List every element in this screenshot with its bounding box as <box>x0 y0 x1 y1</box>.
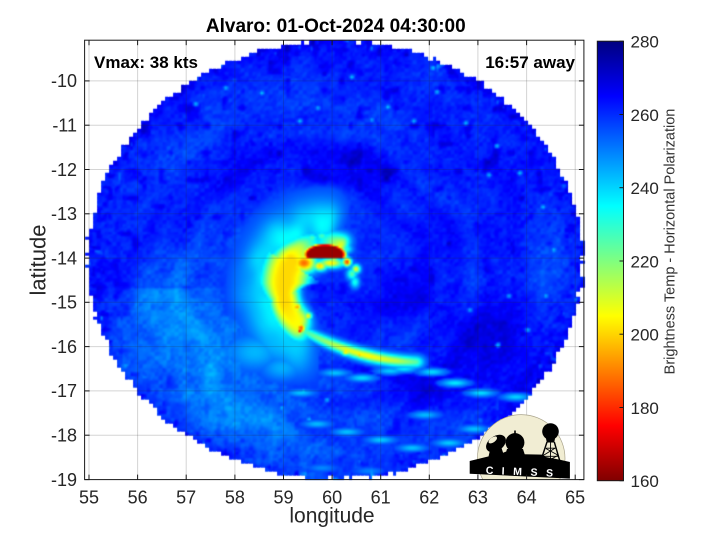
svg-text:-17: -17 <box>51 381 77 401</box>
svg-text:Vmax: 38 kts: Vmax: 38 kts <box>94 53 198 72</box>
svg-text:55: 55 <box>79 488 99 508</box>
svg-text:56: 56 <box>128 488 148 508</box>
svg-text:Brightness Temp - Horizontal P: Brightness Temp - Horizontal Polarizatio… <box>663 109 679 375</box>
svg-text:260: 260 <box>631 106 659 125</box>
svg-text:-14: -14 <box>51 248 77 268</box>
svg-text:S: S <box>530 467 538 479</box>
svg-text:61: 61 <box>371 488 391 508</box>
svg-text:C: C <box>486 465 495 477</box>
svg-text:-12: -12 <box>51 160 77 180</box>
svg-text:16:57 away: 16:57 away <box>485 53 575 72</box>
svg-text:-13: -13 <box>51 204 77 224</box>
svg-text:longitude: longitude <box>289 505 374 528</box>
svg-text:S: S <box>546 467 554 479</box>
svg-text:M: M <box>513 466 523 478</box>
svg-text:-15: -15 <box>51 293 77 313</box>
svg-text:65: 65 <box>565 488 585 508</box>
svg-text:-10: -10 <box>51 71 77 91</box>
svg-text:60: 60 <box>322 488 342 508</box>
svg-text:240: 240 <box>631 179 659 198</box>
svg-text:160: 160 <box>631 472 659 491</box>
svg-text:57: 57 <box>176 488 196 508</box>
svg-text:62: 62 <box>419 488 439 508</box>
svg-text:latitude: latitude <box>26 225 51 296</box>
svg-text:58: 58 <box>225 488 245 508</box>
svg-text:200: 200 <box>631 326 659 345</box>
svg-text:-19: -19 <box>51 470 77 490</box>
svg-text:64: 64 <box>517 488 537 508</box>
svg-text:220: 220 <box>631 252 659 271</box>
svg-text:-16: -16 <box>51 337 77 357</box>
svg-text:I: I <box>501 465 505 477</box>
svg-text:63: 63 <box>468 488 488 508</box>
svg-text:180: 180 <box>631 399 659 418</box>
svg-text:-11: -11 <box>52 116 77 136</box>
svg-text:Alvaro: 01-Oct-2024 04:30:00: Alvaro: 01-Oct-2024 04:30:00 <box>206 16 466 37</box>
svg-text:59: 59 <box>273 488 293 508</box>
svg-text:-18: -18 <box>51 426 77 446</box>
svg-text:280: 280 <box>631 33 659 52</box>
